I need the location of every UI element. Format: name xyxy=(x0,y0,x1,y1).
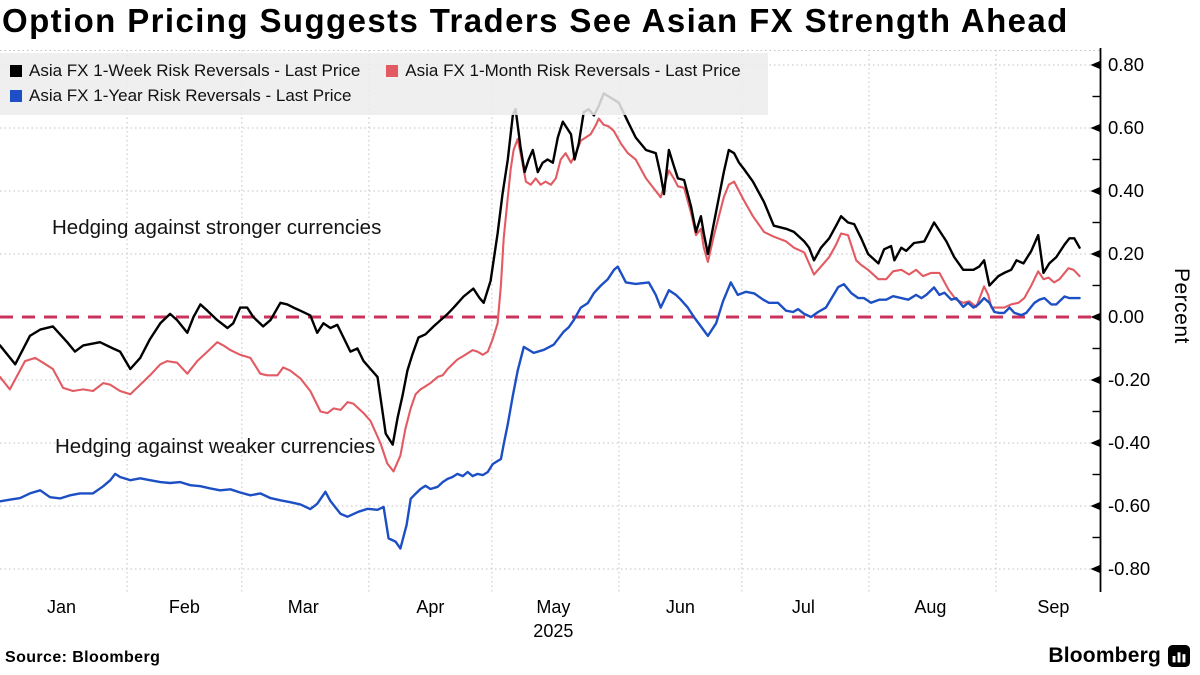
y-major-tick xyxy=(1090,123,1101,133)
y-major-tick xyxy=(1090,249,1101,259)
y-major-tick xyxy=(1090,312,1101,322)
annotation-stronger-currencies: Hedging against stronger currencies xyxy=(52,216,382,239)
y-major-tick xyxy=(1090,564,1101,574)
brand-logo: Bloomberg xyxy=(1048,644,1190,668)
legend-row-2: Asia FX 1-Year Risk Reversals - Last Pri… xyxy=(10,83,758,108)
legend-label-1year: Asia FX 1-Year Risk Reversals - Last Pri… xyxy=(29,86,352,105)
series-swatch-1week xyxy=(10,64,22,77)
legend-item-1week: Asia FX 1-Week Risk Reversals - Last Pri… xyxy=(10,58,360,83)
series-line-1month xyxy=(0,117,1081,473)
legend-row-1: Asia FX 1-Week Risk Reversals - Last Pri… xyxy=(10,58,758,83)
legend-item-1year: Asia FX 1-Year Risk Reversals - Last Pri… xyxy=(10,83,351,108)
legend-item-1month: Asia FX 1-Month Risk Reversals - Last Pr… xyxy=(386,58,741,83)
y-major-tick xyxy=(1090,60,1101,70)
legend-label-1month: Asia FX 1-Month Risk Reversals - Last Pr… xyxy=(405,61,741,80)
annotation-weaker-currencies: Hedging against weaker currencies xyxy=(55,435,376,458)
page-title: Option Pricing Suggests Traders See Asia… xyxy=(2,2,1069,39)
series-line-1week xyxy=(0,92,1081,446)
brand-wordmark: Bloomberg xyxy=(1048,644,1161,667)
source-label: Source: Bloomberg xyxy=(5,649,161,666)
y-axis-title: Percent xyxy=(1170,268,1193,344)
bloomberg-bars-icon xyxy=(1168,645,1190,667)
series-line-1year xyxy=(0,265,1081,550)
y-major-tick xyxy=(1090,501,1101,511)
series-swatch-1year xyxy=(10,89,22,102)
y-major-tick xyxy=(1090,375,1101,385)
y-major-tick xyxy=(1090,186,1101,196)
y-major-tick xyxy=(1090,438,1101,448)
series-swatch-1month xyxy=(386,64,399,77)
legend-label-1week: Asia FX 1-Week Risk Reversals - Last Pri… xyxy=(29,61,361,80)
legend: Asia FX 1-Week Risk Reversals - Last Pri… xyxy=(0,53,768,115)
